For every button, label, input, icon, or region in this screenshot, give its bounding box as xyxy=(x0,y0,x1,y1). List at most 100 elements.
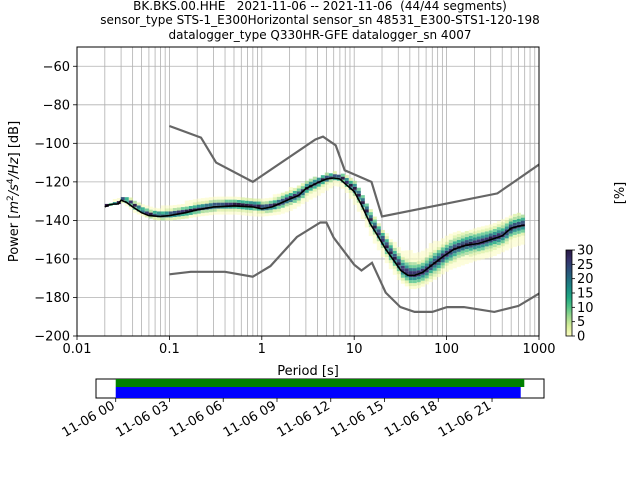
density-cell xyxy=(408,268,413,272)
density-cell xyxy=(452,265,457,269)
density-cell xyxy=(456,257,461,261)
density-cell xyxy=(396,277,401,281)
density-cell xyxy=(476,227,481,231)
density-cell xyxy=(384,257,389,261)
density-cell xyxy=(420,265,425,269)
density-cell xyxy=(420,271,425,275)
density-cell xyxy=(444,241,449,245)
density-cell xyxy=(452,253,457,257)
density-cell xyxy=(432,243,437,247)
density-cell xyxy=(216,202,221,206)
density-cell xyxy=(180,216,185,220)
colorbar-tick-label: 30 xyxy=(577,244,594,259)
density-cell xyxy=(460,262,465,266)
density-cell xyxy=(344,180,349,184)
density-cell xyxy=(456,242,461,246)
density-cell xyxy=(520,220,525,224)
density-cell xyxy=(460,256,465,260)
density-cell xyxy=(404,259,409,263)
density-cell xyxy=(216,196,221,200)
density-cell xyxy=(472,255,477,259)
density-cell xyxy=(436,274,441,278)
density-cell xyxy=(356,190,361,194)
density-cell xyxy=(228,196,233,200)
density-cell xyxy=(252,201,257,205)
y-axis-label-p2: 4 xyxy=(6,178,16,184)
density-cell xyxy=(476,230,481,234)
density-cell xyxy=(172,210,177,214)
density-cell xyxy=(176,216,181,220)
density-cell xyxy=(292,190,297,194)
density-cell xyxy=(272,206,277,210)
density-cell xyxy=(224,202,229,206)
density-cell xyxy=(148,209,153,213)
density-cell xyxy=(472,243,477,247)
density-cell xyxy=(408,262,413,266)
density-cell xyxy=(416,252,421,256)
density-cell xyxy=(432,273,437,277)
density-cell xyxy=(252,210,257,214)
density-cell xyxy=(320,184,325,188)
density-cell xyxy=(384,251,389,255)
density-cell xyxy=(424,281,429,285)
density-cell xyxy=(284,203,289,207)
density-cell xyxy=(256,207,261,211)
density-cell xyxy=(324,181,329,185)
density-cell xyxy=(404,271,409,275)
density-histogram xyxy=(104,171,525,290)
density-cell xyxy=(340,185,345,189)
density-cell xyxy=(484,234,489,238)
x-tick-label: 0.01 xyxy=(63,342,92,357)
density-cell xyxy=(188,214,193,218)
density-cell xyxy=(488,248,493,252)
density-cell xyxy=(204,200,209,204)
density-cell xyxy=(408,250,413,254)
density-cell xyxy=(268,203,273,207)
density-cell xyxy=(256,204,261,208)
density-cell xyxy=(428,273,433,277)
density-cell xyxy=(504,247,509,251)
density-cell xyxy=(304,198,309,202)
density-cell xyxy=(400,259,405,263)
density-cell xyxy=(484,255,489,259)
density-cell xyxy=(520,238,525,242)
density-cell xyxy=(448,236,453,240)
density-cell xyxy=(328,185,333,189)
density-cell xyxy=(208,212,213,216)
density-cell xyxy=(456,239,461,243)
density-cell xyxy=(288,196,293,200)
density-cell xyxy=(168,205,173,209)
noise-models xyxy=(169,124,539,314)
density-cell xyxy=(244,200,249,204)
density-cell xyxy=(516,215,521,219)
density-cell xyxy=(228,211,233,215)
density-cell xyxy=(272,194,277,198)
density-cell xyxy=(424,251,429,255)
density-cell xyxy=(452,262,457,266)
density-cell xyxy=(448,260,453,264)
density-cell xyxy=(248,201,253,205)
density-cell xyxy=(348,195,353,199)
density-cell xyxy=(436,256,441,260)
density-cell xyxy=(484,237,489,241)
density-cell xyxy=(276,193,281,197)
density-cell xyxy=(320,187,325,191)
density-cell xyxy=(456,251,461,255)
density-cell xyxy=(508,239,513,243)
density-cell xyxy=(440,253,445,257)
density-cell xyxy=(376,244,381,248)
density-cell xyxy=(136,205,141,209)
density-cell xyxy=(412,265,417,269)
density-cell xyxy=(124,203,129,207)
density-cell xyxy=(368,212,373,216)
density-cell xyxy=(420,256,425,260)
density-cell xyxy=(200,198,205,202)
density-cell xyxy=(212,211,217,215)
density-cell xyxy=(240,200,245,204)
density-cell xyxy=(492,238,497,242)
density-cell xyxy=(420,259,425,263)
density-cell xyxy=(252,207,257,211)
density-cell xyxy=(308,181,313,185)
density-cell xyxy=(192,205,197,209)
density-cell xyxy=(244,197,249,201)
